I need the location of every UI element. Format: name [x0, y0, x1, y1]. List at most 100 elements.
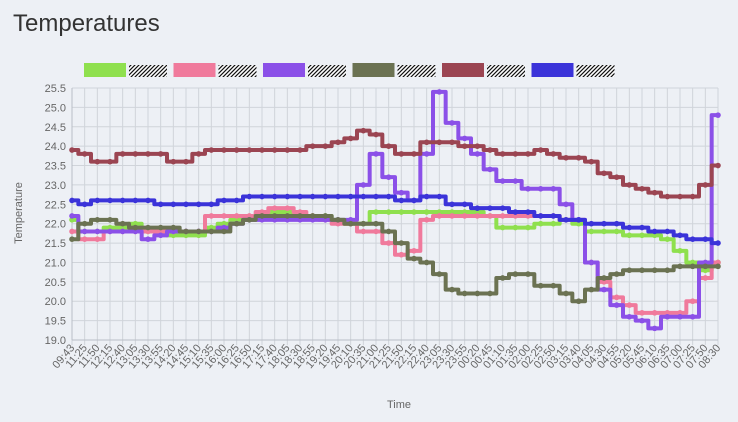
data-point [461, 201, 468, 208]
data-point [651, 232, 658, 239]
legend-swatch [352, 63, 395, 77]
data-point [689, 193, 696, 200]
data-point [145, 224, 151, 231]
data-point [664, 236, 671, 242]
data-point [525, 271, 531, 277]
data-point [170, 228, 177, 235]
data-point [385, 193, 392, 200]
data-point [588, 228, 595, 235]
data-point [297, 213, 303, 219]
data-point [626, 182, 633, 188]
legend-swatch [84, 63, 126, 77]
data-point [423, 259, 430, 266]
x-axis-title: Time [387, 399, 411, 411]
data-point [107, 197, 113, 204]
data-point [284, 209, 291, 215]
data-point [322, 143, 329, 149]
legend-item-4[interactable] [352, 63, 436, 77]
data-point [474, 143, 481, 149]
data-point [221, 197, 227, 204]
data-point [195, 201, 202, 208]
legend-item-1[interactable] [84, 63, 167, 77]
legend-label-redacted [576, 65, 615, 77]
data-point [715, 162, 721, 169]
data-point [69, 228, 75, 235]
data-point [69, 197, 75, 204]
legend[interactable] [84, 63, 615, 77]
data-point [677, 232, 683, 239]
data-point [347, 217, 354, 223]
data-point [664, 310, 671, 316]
data-point [487, 166, 493, 173]
data-point [271, 217, 278, 223]
data-point [474, 290, 481, 297]
legend-item-3[interactable] [263, 63, 346, 77]
data-point [449, 213, 455, 219]
x-axis: 09:4311:2511:5012:1512:4013:0513:3013:55… [50, 342, 723, 371]
data-point [575, 298, 582, 305]
y-axis-title: Temperature [13, 182, 25, 244]
data-point [221, 213, 227, 219]
data-point [309, 143, 316, 149]
data-point [449, 120, 455, 126]
y-tick-label: 19.5 [45, 316, 66, 328]
data-point [347, 220, 354, 227]
data-point [385, 240, 392, 246]
data-point [221, 228, 227, 235]
data-point [639, 310, 645, 316]
legend-label-redacted [397, 65, 436, 77]
data-point [651, 310, 658, 316]
data-point [81, 151, 88, 157]
data-point [373, 131, 379, 138]
data-point [525, 186, 531, 192]
legend-item-2[interactable] [173, 63, 257, 77]
data-point [81, 201, 88, 208]
data-point [208, 147, 215, 153]
data-point [613, 174, 620, 180]
data-point [107, 228, 113, 235]
data-point [94, 236, 101, 242]
legend-swatch [263, 63, 305, 77]
data-point [601, 275, 607, 281]
series-line [72, 213, 718, 304]
data-point [512, 209, 519, 215]
data-point [525, 213, 531, 219]
data-point [208, 228, 215, 235]
data-point [715, 112, 721, 118]
data-point [297, 217, 303, 223]
y-tick-label: 24.5 [45, 122, 66, 134]
data-point [373, 151, 379, 157]
data-point [474, 213, 481, 219]
legend-item-6[interactable] [531, 63, 615, 77]
data-point [423, 151, 430, 157]
data-point [132, 224, 139, 231]
data-point [398, 151, 405, 157]
data-point [449, 139, 455, 146]
data-point [347, 135, 354, 142]
data-point [449, 201, 455, 208]
data-point [461, 209, 468, 215]
data-point [297, 209, 303, 215]
data-point [563, 217, 569, 223]
data-point [398, 251, 405, 258]
legend-item-5[interactable] [442, 63, 525, 77]
data-point [259, 147, 265, 153]
data-point [157, 201, 164, 208]
data-point [436, 193, 443, 200]
series-6 [69, 193, 721, 246]
y-tick-label: 21.5 [45, 238, 66, 250]
data-point [537, 186, 544, 192]
data-point [702, 259, 709, 266]
data-point [183, 228, 189, 235]
data-point [525, 224, 531, 231]
data-point [601, 170, 607, 177]
data-point [208, 201, 215, 208]
data-point [195, 228, 202, 235]
data-point [360, 182, 367, 188]
data-point [550, 282, 557, 289]
data-point [575, 220, 582, 227]
data-point [309, 217, 316, 223]
data-point [537, 220, 544, 227]
data-point [689, 313, 696, 320]
data-point [233, 197, 240, 204]
